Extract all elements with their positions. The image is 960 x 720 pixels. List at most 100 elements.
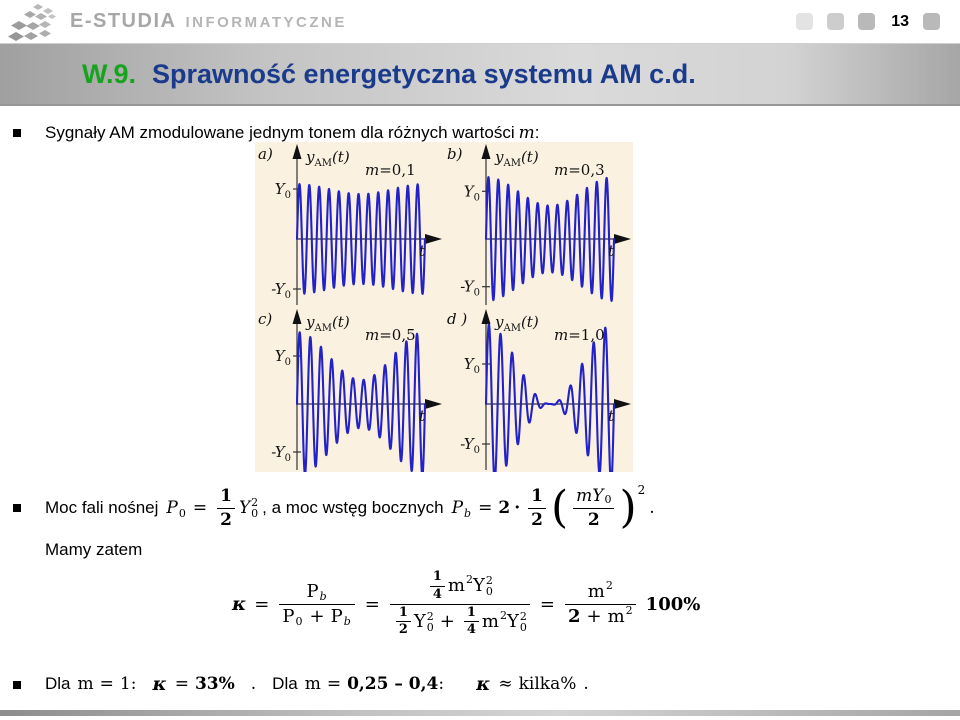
brand-primary: E-STUDIA <box>70 10 177 32</box>
brand-secondary: INFORMATYCZNE <box>185 14 347 31</box>
brand-logo-icon <box>8 3 56 41</box>
panel-letter: c) <box>258 310 272 328</box>
y0-tick-label: Y0 <box>464 355 480 376</box>
panel-letter: d ) <box>447 310 467 328</box>
math-token: 0 <box>178 506 186 520</box>
title-bar: W.9. Sprawność energetyczna systemu AM c… <box>0 44 960 106</box>
math-token: : <box>438 674 445 694</box>
bottom-bar <box>0 710 960 716</box>
math-token: = <box>539 593 555 615</box>
kappa-symbol: κ <box>232 593 247 615</box>
dla-text: Dla <box>45 674 71 693</box>
y-axis-label: yAM(t) <box>305 148 350 169</box>
math-token: = <box>364 593 380 615</box>
math-token: . <box>583 674 589 694</box>
math-token: P <box>451 498 464 518</box>
math-token: kilka% <box>518 674 577 694</box>
y-axis-arrow-icon <box>481 309 491 324</box>
t-axis-tick-label: t <box>608 242 615 260</box>
y-axis-arrow-icon <box>292 309 302 324</box>
y-axis-arrow-icon <box>292 144 302 159</box>
y-axis-label: yAM(t) <box>494 313 539 334</box>
math-token: · <box>514 498 521 518</box>
waveform-path <box>484 323 616 472</box>
waveform-path <box>295 183 427 295</box>
neg-y0-tick-label: -Y0 <box>460 278 480 299</box>
math-token: 1 <box>119 674 131 694</box>
y-axis-label: yAM(t) <box>305 313 350 334</box>
bullet-1-m-var: m <box>518 123 535 143</box>
dla-text: Dla <box>272 674 298 693</box>
math-token: Y <box>238 498 251 518</box>
bullet-1-lead: Sygnały AM zmodulowane jednym tonem dla … <box>45 123 515 142</box>
t-axis-arrow-icon <box>614 234 631 244</box>
math-token: = <box>174 674 189 694</box>
modulation-index-label: m=0,3 <box>554 161 605 179</box>
title-prefix: W.9. <box>82 58 137 89</box>
math-token: = <box>192 498 208 518</box>
decoration-square-2 <box>827 13 845 30</box>
modulation-index-label: m=0,5 <box>365 326 416 344</box>
math-token: : <box>130 674 137 694</box>
bullet-2-mid: , a moc wstęg bocznych <box>262 498 444 517</box>
math-token: P <box>166 498 178 518</box>
math-token: = <box>99 674 114 694</box>
y0-tick-label: Y0 <box>275 347 291 368</box>
panel-letter: b) <box>447 145 463 163</box>
math-token: m <box>77 674 94 694</box>
am-waveform-plot-a: a) yAM(t) m=0,1 Y0 -Y0 t <box>258 144 442 305</box>
bullet-2-lead: Moc fali nośnej <box>45 498 159 517</box>
neg-y0-tick-label: -Y0 <box>460 435 480 456</box>
kappa-symbol: κ <box>476 673 491 695</box>
math-token: 2 <box>498 498 511 518</box>
header-right: 13 <box>782 13 940 31</box>
bullet-marker-2 <box>13 504 21 512</box>
bullet-3-row: Dla m = 1: κ = 33% . Dla m = 0,25 – 0,4:… <box>45 673 589 695</box>
math-token: 33% <box>194 674 235 694</box>
waveform-path <box>484 176 616 302</box>
kappa-symbol: κ <box>152 673 167 695</box>
t-axis-tick-label: t <box>419 242 426 260</box>
math-token: b <box>464 506 472 520</box>
brand-text: E-STUDIA INFORMATYCZNE <box>70 10 347 33</box>
t-axis-arrow-icon <box>425 234 442 244</box>
t-axis-arrow-icon <box>614 399 631 409</box>
y0-tick-label: Y0 <box>464 182 480 203</box>
panel-letter: a) <box>258 145 273 163</box>
modulation-index-label: m=1,0 <box>554 326 605 344</box>
decoration-square-3 <box>858 13 876 30</box>
modulation-index-label: m=0,1 <box>365 161 416 179</box>
waveform-path <box>295 331 427 472</box>
y0-tick-label: Y0 <box>275 180 291 201</box>
math-token: ≈ <box>498 674 513 694</box>
math-token: = <box>478 498 493 518</box>
am-waveform-plot-d: d ) yAM(t) m=1,0 Y0 -Y0 t <box>447 309 631 472</box>
neg-y0-tick-label: -Y0 <box>271 280 291 301</box>
math-token: m <box>304 674 321 694</box>
bullet-1-colon: : <box>534 123 540 142</box>
exponent: 2 <box>637 483 646 497</box>
decoration-square-4 <box>923 13 940 30</box>
math-token: . <box>250 674 257 694</box>
decoration-square-1 <box>796 13 814 30</box>
page-number: 13 <box>891 12 909 30</box>
bullet-marker-1 <box>13 129 21 137</box>
t-axis-tick-label: t <box>608 407 615 425</box>
bullet-marker-3 <box>13 681 21 689</box>
am-figure: a) yAM(t) m=0,1 Y0 -Y0 t b) yAM(t) m=0,3… <box>255 142 633 472</box>
mamy-zatem-text: Mamy zatem <box>45 540 143 559</box>
hundred-percent: 100% <box>645 593 701 615</box>
t-axis-arrow-icon <box>425 399 442 409</box>
